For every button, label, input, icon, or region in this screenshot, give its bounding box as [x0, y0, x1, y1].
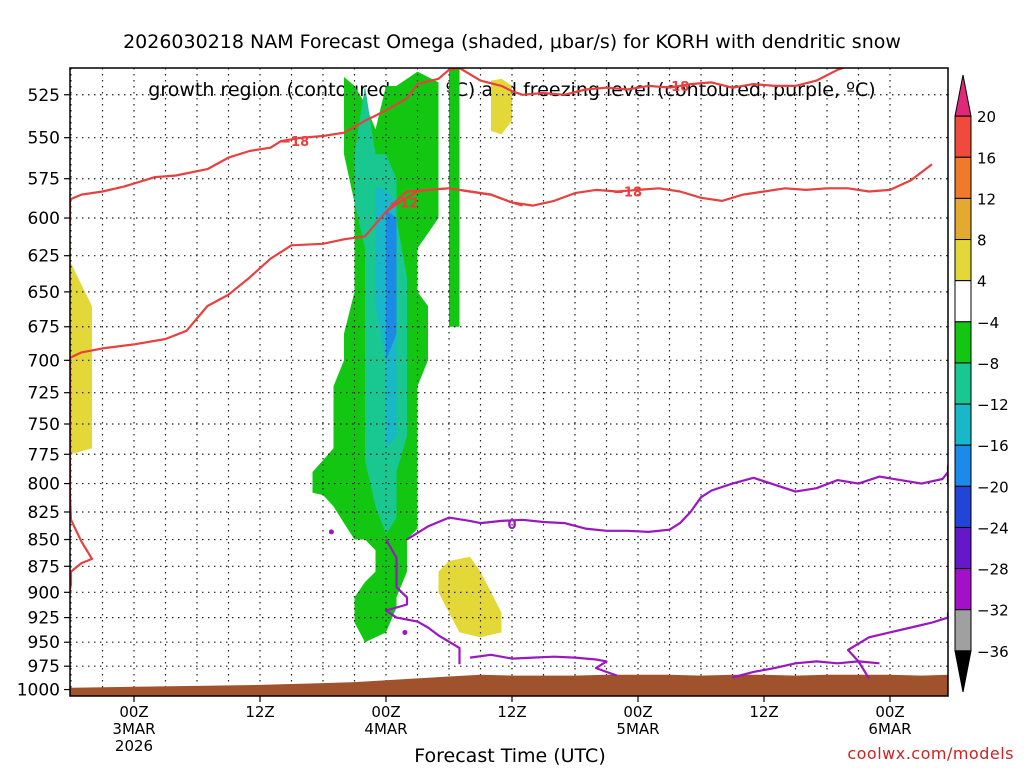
colorbar-label-10: −24 [977, 519, 1009, 537]
x-tick-label-6-0: 00Z [119, 703, 148, 721]
contour-freezing-level-east [846, 612, 948, 679]
colorbar-segment-5 [954, 280, 972, 323]
y-tick-label-875: 875 [28, 557, 60, 577]
y-tick-label-850: 850 [28, 531, 60, 551]
y-tick-label-550: 550 [28, 129, 60, 149]
label-minus18-right: −18 [660, 80, 689, 95]
colorbar-label-5: −4 [977, 314, 999, 332]
colorbar-segment-8 [954, 403, 972, 446]
y-tick-label-950: 950 [28, 633, 60, 653]
x-tick-label-30-0: 00Z [371, 703, 400, 721]
x-tick-label-54-1: 5MAR [616, 720, 659, 738]
ground [70, 674, 948, 696]
x-tick-label-78-0: 00Z [875, 703, 904, 721]
omega-minus16 [386, 210, 397, 361]
x-tick-label-66-0: 12Z [749, 703, 778, 721]
colorbar-segment-14 [954, 650, 972, 693]
colorbar-label-6: −8 [977, 355, 999, 373]
y-tick-label-900: 900 [28, 583, 60, 603]
colorbar-segment-9 [954, 444, 972, 487]
contour-freezing-level-right [732, 660, 880, 679]
credit-text: coolwx.com/models [847, 744, 1014, 763]
y-tick-label-800: 800 [28, 475, 60, 495]
contour-dgz-minus-18-low [70, 163, 933, 595]
y-tick-label-600: 600 [28, 209, 60, 229]
colorbar-segment-11 [954, 526, 972, 570]
x-tick-label-18-0: 12Z [245, 703, 274, 721]
x-tick-label-78-1: 6MAR [868, 720, 911, 738]
colorbar-label-4: 4 [977, 273, 987, 291]
x-tick-label-54-0: 00Z [623, 703, 652, 721]
x-tick-label-42-0: 12Z [497, 703, 526, 721]
colorbar-segment-12 [954, 568, 972, 611]
colorbar-segment-2 [954, 156, 972, 199]
freezing-dot-2 [402, 629, 408, 635]
y-tick-label-975: 975 [28, 657, 60, 677]
colorbar-label-0: 20 [977, 108, 996, 126]
omega-plus4-upper [491, 78, 512, 135]
contour-dgz-minus-18 [70, 68, 847, 223]
omega-plus4-lower [438, 556, 502, 638]
plot-frame [69, 67, 949, 697]
colorbar-label-11: −28 [977, 561, 1009, 579]
y-tick-label-725: 725 [28, 384, 60, 404]
label-minus18-left: −18 [280, 135, 309, 150]
x-tick-label-30-1: 4MAR [364, 720, 407, 738]
colorbar-label-3: 8 [977, 232, 987, 250]
y-tick-label-625: 625 [28, 247, 60, 267]
omega-minus4-right [449, 68, 460, 327]
colorbar-segment-6 [954, 321, 972, 364]
colorbar-segment-10 [954, 485, 972, 528]
x-tick-label-6-2: 2026 [115, 737, 153, 755]
colorbar-segment-3 [954, 197, 972, 241]
label-minus12-left: −12 [389, 197, 418, 212]
y-tick-label-650: 650 [28, 283, 60, 303]
label-zero-left: 0 [507, 518, 516, 533]
colorbar-segment-13 [954, 609, 972, 652]
y-tick-label-700: 700 [28, 351, 60, 371]
y-tick-label-1000: 1000 [17, 681, 60, 701]
colorbar-label-1: 16 [977, 149, 996, 167]
y-tick-label-750: 750 [28, 415, 60, 435]
y-tick-label-675: 675 [28, 318, 60, 338]
y-tick-label-925: 925 [28, 609, 60, 629]
chart-title-line1: 2026030218 NAM Forecast Omega (shaded, μ… [123, 31, 901, 53]
y-tick-label-825: 825 [28, 503, 60, 523]
x-tick-label-6-1: 3MAR [112, 720, 155, 738]
y-tick-label-525: 525 [28, 86, 60, 106]
colorbar-segment-4 [954, 239, 972, 282]
colorbar-label-12: −32 [977, 602, 1009, 620]
contour-freezing-level-surface [469, 653, 618, 677]
omega-plus4-west [70, 68, 92, 484]
colorbar-segment-0 [954, 74, 972, 117]
y-tick-label-575: 575 [28, 170, 60, 190]
contour-dgz-minus-12 [385, 187, 523, 213]
plot-area: −18 −18 −12 −18 0 [70, 68, 948, 696]
contour-freezing-level-lower [384, 538, 461, 665]
x-axis-title: Forecast Time (UTC) [414, 745, 606, 767]
label-minus12-right: −18 [613, 185, 642, 200]
contour-freezing-level-upper [406, 465, 948, 541]
colorbar-label-13: −36 [977, 643, 1009, 661]
colorbar-label-9: −20 [977, 478, 1009, 496]
y-tick-label-775: 775 [28, 445, 60, 465]
colorbar-segment-1 [954, 115, 972, 158]
colorbar-label-2: 12 [977, 190, 996, 208]
colorbar-segment-7 [954, 362, 972, 405]
colorbar-label-7: −12 [977, 396, 1009, 414]
colorbar-label-8: −16 [977, 437, 1009, 455]
freezing-dot-1 [328, 529, 334, 535]
